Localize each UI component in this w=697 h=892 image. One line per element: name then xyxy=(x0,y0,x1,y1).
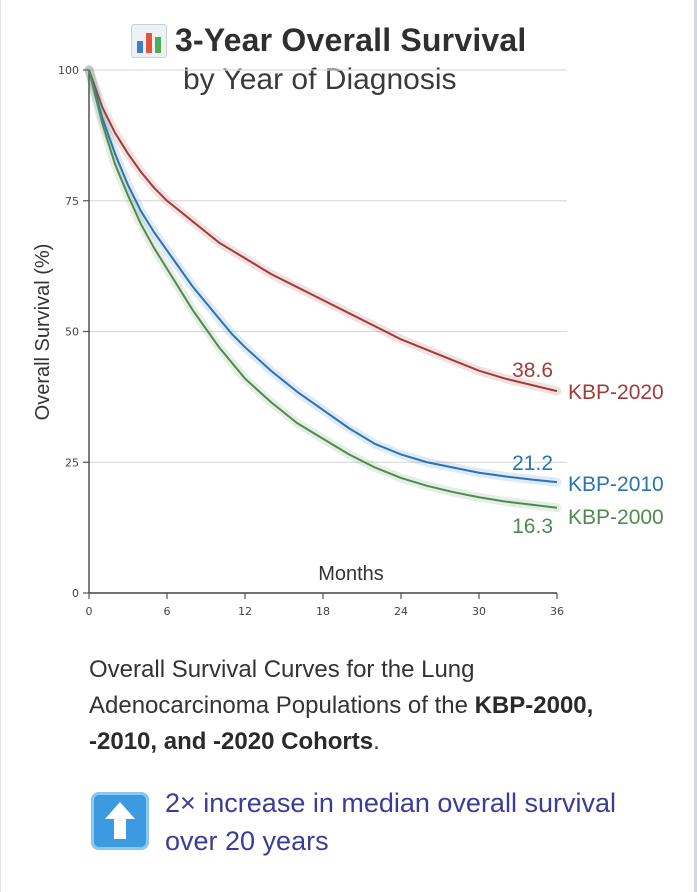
end-value-label: 21.2 xyxy=(512,452,553,475)
y-tick-label: 50 xyxy=(65,326,79,339)
y-tick-label: 75 xyxy=(65,195,79,208)
series-line xyxy=(88,69,558,509)
caption-bold-text: KBP-2000, -2010, and -2020 Cohorts xyxy=(89,692,594,755)
caption-period: . xyxy=(373,728,380,755)
x-tick-label: 6 xyxy=(164,605,171,618)
bar-chart-icon xyxy=(131,23,167,58)
up-arrow-icon xyxy=(91,792,149,850)
series-name-label: KBP-2010 xyxy=(568,473,664,496)
x-tick-label: 30 xyxy=(472,605,486,618)
x-axis-label: Months xyxy=(318,563,384,585)
callout: 2× increase in median overall survival o… xyxy=(91,784,651,864)
y-axis-label: Overall Survival (%) xyxy=(32,244,54,421)
y-tick-label: 25 xyxy=(65,456,79,469)
chart-subtitle: by Year of Diagnosis xyxy=(183,63,457,96)
x-tick-label: 36 xyxy=(550,605,564,618)
chart-title-block: 3-Year Overall Survival by Year of Diagn… xyxy=(131,22,601,97)
survival-chart: 0 25 50 75 100 0 6 12 18 24 30 36 Months Overall Surv… xyxy=(32,64,664,618)
end-value-label: 38.6 xyxy=(512,359,553,382)
x-tick-label: 24 xyxy=(394,605,408,618)
chart-title: 3-Year Overall Survival xyxy=(131,22,601,59)
confidence-band xyxy=(84,65,562,487)
end-value-label: 16.3 xyxy=(512,515,553,538)
confidence-band xyxy=(84,65,562,396)
y-tick-label: 100 xyxy=(58,64,79,77)
series-line xyxy=(88,69,558,484)
caption-text: Overall Survival Curves for the Lung Ade… xyxy=(89,656,475,719)
confidence-band xyxy=(84,65,562,513)
figure-caption: Overall Survival Curves for the Lung Ade… xyxy=(89,652,629,760)
chart-title-line1: 3-Year Overall Survival xyxy=(175,22,527,58)
y-tick-label: 0 xyxy=(72,587,79,600)
series-name-label: KBP-2020 xyxy=(568,381,664,404)
series-line xyxy=(88,69,558,393)
callout-text: 2× increase in median overall survival o… xyxy=(165,788,616,856)
x-tick-label: 0 xyxy=(86,605,93,618)
x-tick-label: 18 xyxy=(316,605,330,618)
series-name-label: KBP-2000 xyxy=(568,506,664,529)
x-tick-label: 12 xyxy=(238,605,252,618)
